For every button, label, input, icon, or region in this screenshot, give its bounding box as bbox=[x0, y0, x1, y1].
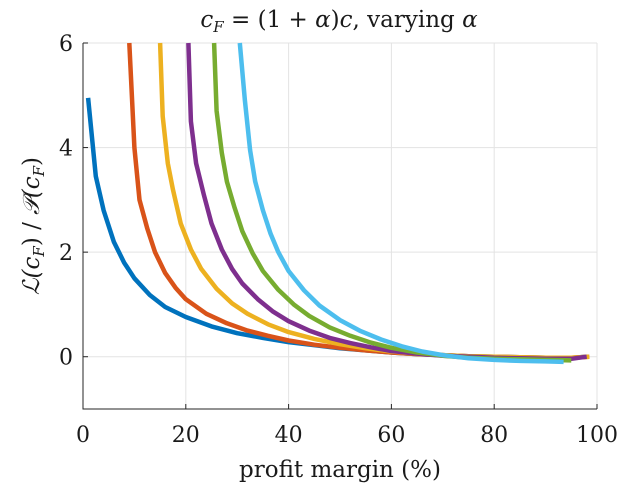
axes bbox=[82, 42, 598, 410]
series-line-4 bbox=[186, 42, 588, 362]
title-varying: , varying bbox=[353, 7, 463, 33]
series-line-5 bbox=[211, 42, 572, 363]
ylabel-subscript-f: F bbox=[30, 246, 48, 258]
x-tick-label-2: 40 bbox=[275, 423, 303, 448]
series-line-2 bbox=[127, 42, 590, 361]
tick-labels: 0 20 40 60 80 100 0 2 4 6 bbox=[59, 32, 618, 448]
x-tick-label-4: 80 bbox=[480, 423, 508, 448]
ylabel-profit: 𝒫( bbox=[19, 188, 45, 215]
title-equals: = (1 + bbox=[224, 7, 315, 33]
x-tick-label-0: 0 bbox=[76, 423, 90, 448]
title-alpha: α bbox=[315, 7, 331, 33]
ylabel-loss: ℒ( bbox=[19, 268, 45, 295]
y-axis-label: ℒ(cF) / 𝒫(cF) bbox=[19, 157, 48, 295]
x-tick-label-1: 20 bbox=[172, 423, 200, 448]
series-layer bbox=[85, 42, 590, 365]
y-tick-label-2: 4 bbox=[59, 137, 73, 162]
grid bbox=[82, 42, 598, 409]
y-tick-label-3: 6 bbox=[59, 32, 73, 57]
series-line-6 bbox=[237, 42, 564, 365]
ylabel-c: c bbox=[19, 256, 45, 269]
y-tick-label-1: 2 bbox=[59, 241, 73, 266]
title-subscript-f: F bbox=[212, 18, 224, 36]
x-tick-label-3: 60 bbox=[377, 423, 405, 448]
ylabel-c-2: c bbox=[19, 176, 45, 189]
title-paren: ) bbox=[331, 7, 340, 33]
title-c: c bbox=[200, 7, 213, 33]
title-c-2: c bbox=[340, 7, 353, 33]
x-axis-label: profit margin (%) bbox=[239, 457, 441, 483]
y-tick-label-0: 0 bbox=[59, 346, 73, 371]
chart-title: cF = (1 + α)c, varying α bbox=[200, 7, 478, 36]
ylabel-subscript-f-2: F bbox=[30, 165, 48, 177]
title-alpha-2: α bbox=[462, 7, 478, 33]
x-tick-label-5: 100 bbox=[576, 423, 618, 448]
ylabel-divider: ) / bbox=[19, 215, 45, 246]
series-line-3 bbox=[157, 42, 590, 361]
